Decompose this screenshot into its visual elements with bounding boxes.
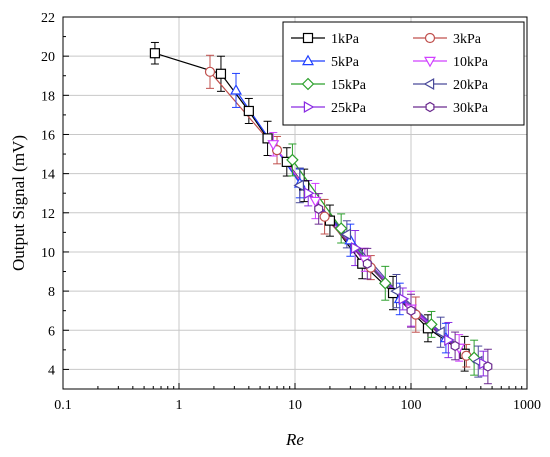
legend-entry-3kPa: 3kPa: [453, 32, 482, 47]
y-axis-title: Output Signal (mV): [9, 135, 28, 271]
y-tick-label: 16: [41, 128, 55, 143]
legend-marker-5kPa: [302, 54, 314, 66]
data-point-30kPa: [406, 305, 416, 316]
data-point-30kPa: [314, 203, 324, 215]
legend-marker-10kPa: [424, 56, 436, 68]
x-tick-label: 100: [401, 398, 422, 413]
data-point-3kPa: [204, 66, 216, 77]
y-tick-label: 22: [41, 11, 55, 26]
data-point-20kPa: [390, 285, 401, 298]
legend-entry-1kPa: 1kPa: [331, 32, 360, 47]
legend-marker-20kPa: [423, 78, 435, 90]
legend-marker-1kPa: [302, 32, 314, 44]
data-point-25kPa: [444, 334, 455, 347]
y-tick-label: 12: [41, 207, 55, 222]
x-tick-label: 0.1: [54, 398, 72, 413]
x-tick-label: 1: [176, 398, 183, 413]
data-point-10kPa: [267, 140, 280, 151]
data-point-1kPa: [243, 105, 254, 117]
legend-marker-25kPa: [303, 101, 315, 113]
axes: 0.1 1 10 100 1000 4 6 8 10 12 14 16 18 20 22: [41, 11, 541, 413]
legend: 1kPa 3kPa 5kPa 10kPa 15kPa 20kPa 25kPa 30kPa: [282, 21, 525, 126]
legend-entry-10kPa: 10kPa: [453, 55, 489, 70]
data-point-30kPa: [362, 258, 372, 269]
series-line-20kPa: [299, 184, 479, 363]
y-tick-label: 8: [48, 285, 55, 300]
data-point-1kPa: [149, 48, 161, 59]
legend-marker-3kPa: [424, 32, 436, 44]
data-point-10kPa: [309, 196, 322, 208]
y-tick-label: 4: [48, 363, 55, 378]
data-point-20kPa: [340, 228, 352, 241]
data-point-30kPa: [483, 361, 493, 372]
legend-box: [282, 21, 525, 126]
data-point-20kPa: [434, 326, 445, 339]
data-marks: [149, 48, 493, 372]
data-point-25kPa: [304, 187, 315, 200]
data-point-3kPa: [319, 211, 330, 222]
x-tick-label: 1000: [513, 398, 541, 413]
legend-entry-25kPa: 25kPa: [331, 101, 367, 116]
legend-entry-30kPa: 30kPa: [453, 101, 489, 116]
data-point-15kPa: [425, 318, 438, 331]
legend-marker-15kPa: [301, 77, 315, 91]
legend-marker-30kPa: [425, 101, 435, 113]
y-tick-label: 14: [41, 168, 55, 183]
y-tick-label: 20: [41, 50, 55, 65]
x-axis-title: Re: [285, 430, 304, 449]
data-point-15kPa: [334, 222, 348, 235]
data-point-15kPa: [379, 277, 392, 290]
data-point-30kPa: [450, 340, 460, 352]
data-point-20kPa: [293, 179, 305, 192]
data-point-25kPa: [350, 242, 362, 255]
series-line-15kPa: [291, 159, 475, 359]
x-tick-label: 10: [288, 398, 302, 413]
legend-entry-15kPa: 15kPa: [331, 78, 367, 93]
y-tick-label: 18: [41, 89, 55, 104]
data-point-25kPa: [398, 292, 410, 305]
legend-entry-5kPa: 5kPa: [331, 55, 360, 70]
data-point-1kPa: [262, 133, 273, 144]
data-point-15kPa: [286, 153, 299, 167]
data-point-5kPa: [230, 84, 242, 95]
y-tick-label: 6: [48, 324, 55, 339]
legend-entry-20kPa: 20kPa: [453, 78, 489, 93]
data-point-1kPa: [215, 68, 227, 79]
y-tick-label: 10: [41, 246, 55, 261]
